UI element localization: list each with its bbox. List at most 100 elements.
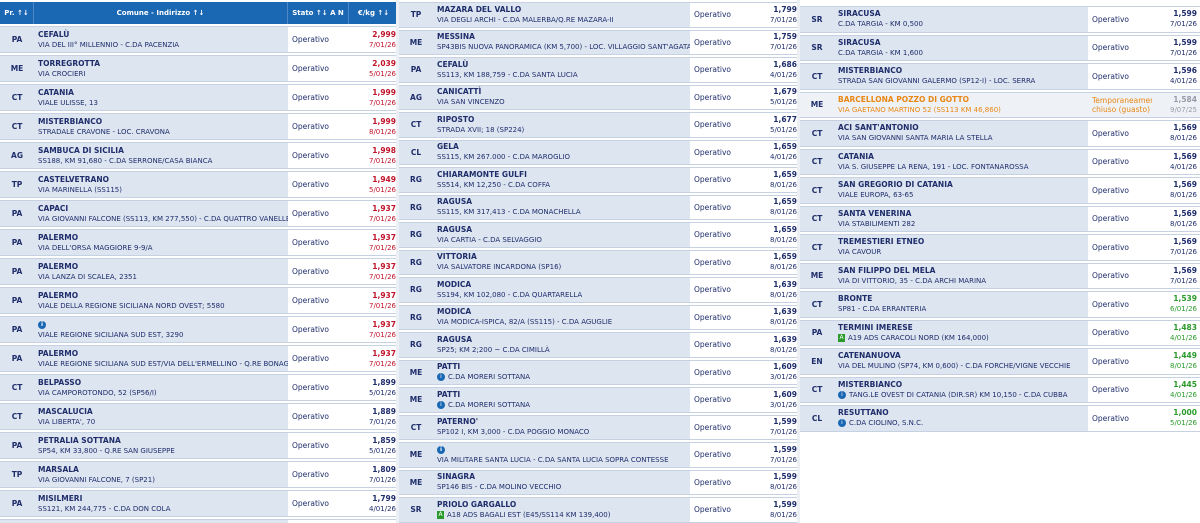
comune-name[interactable]: SINAGRA <box>437 472 476 482</box>
table-row[interactable]: CT TREMESTIERI ETNEO VIA CAVOUR Operativo 1,… <box>800 234 1200 261</box>
table-row[interactable]: RG RAGUSA SS115, KM 317,413 - C.DA MONACHE… <box>399 194 800 220</box>
comune-name[interactable]: PALERMO <box>38 261 79 271</box>
comune-name[interactable]: PATTI <box>437 389 461 399</box>
comune-name[interactable]: PALERMO <box>38 232 79 242</box>
table-row[interactable]: CT BRONTE SP81 - C.DA ERRANTERIA Operativo 1… <box>800 291 1200 318</box>
comune-name[interactable]: RAGUSA <box>437 224 473 234</box>
comune-cell[interactable]: RAGUSA SS115, KM 317,413 - C.DA MONACHELL… <box>433 194 690 220</box>
comune-name[interactable]: PATERNO' <box>437 417 478 427</box>
table-row[interactable]: RG VITTORIA VIA SALVATORE INCARDONA (SP16)… <box>399 249 800 275</box>
table-row[interactable]: CT MISTERBIANCO STRADA SAN GIOVANNI GALERM… <box>800 63 1200 90</box>
comune-name[interactable]: SAMBUCA DI SICILIA <box>38 145 124 155</box>
comune-cell[interactable]: BRONTE SP81 - C.DA ERRANTERIA <box>834 291 1088 318</box>
table-row[interactable]: CL GELA SS115, KM 267.000 - C.DA MAROGLIO O… <box>399 139 800 165</box>
comune-cell[interactable]: MISTERBIANCO i TANG.LE OVEST DI CATANIA (D… <box>834 376 1088 403</box>
comune-cell[interactable]: PATERNO' SP102 I, KM 3,000 - C.DA POGGIO … <box>433 414 690 440</box>
comune-cell[interactable]: GELA SS115, KM 267.000 - C.DA MAROGLIO <box>433 139 690 165</box>
table-row[interactable]: CT PATERNO' SP102 I, KM 3,000 - C.DA POGGI… <box>399 414 800 440</box>
comune-name[interactable]: SAN GREGORIO DI CATANIA <box>838 180 953 190</box>
comune-cell[interactable]: SIRACUSA C.DA TARGIA - KM 0,500 <box>834 6 1088 33</box>
comune-name[interactable]: RESUTTANO <box>838 408 889 418</box>
comune-name[interactable]: RAGUSA <box>437 334 473 344</box>
comune-cell[interactable]: MODICA VIA MODICA-ISPICA, 82/A (SS115) - … <box>433 304 690 330</box>
comune-name[interactable]: MISTERBIANCO <box>838 66 903 76</box>
comune-cell[interactable]: PATTI i C.DA MORERI SOTTANA <box>433 387 690 413</box>
table-row[interactable]: ME i VIA MILITARE SANTA LUCIA - C.DA SANTA… <box>399 442 800 468</box>
sort-comune-header[interactable]: Comune - Indirizzo ↑↓ <box>34 2 288 24</box>
table-row[interactable]: PA PETRALIA SOTTANA SP54, KM 33,800 - Q.RE… <box>0 432 399 459</box>
comune-cell[interactable]: TORREGROTTA VIA CROCIERI <box>34 55 288 82</box>
comune-cell[interactable]: MAZARA DEL VALLO VIA DEGLI ARCHI - C.DA M… <box>433 2 690 28</box>
table-row[interactable]: PA PALERMO VIALE DELLA REGIONE SICILIANA N… <box>0 287 399 314</box>
comune-cell[interactable]: CEFALÙ VIA DEL III° MILLENNIO - C.DA PACE… <box>34 26 288 53</box>
table-row[interactable]: ME SINAGRA SP146 BIS - C.DA MOLINO VECCHIO… <box>399 469 800 495</box>
table-row[interactable]: ME PATTI i C.DA MORERI SOTTANA Operativo 1,60… <box>399 359 800 385</box>
comune-name[interactable]: MISILMERI <box>38 493 83 503</box>
comune-name[interactable]: CATENANUOVA <box>838 351 901 361</box>
comune-cell[interactable]: MISTERBIANCO STRADALE CRAVONE - LOC. CRAV… <box>34 113 288 140</box>
comune-name[interactable]: i <box>38 320 288 330</box>
comune-name[interactable]: CATANIA <box>38 87 74 97</box>
comune-cell[interactable]: CEFALÙ SS113, KM 188,759 - C.DA SANTA LUC… <box>433 57 690 83</box>
comune-name[interactable]: BELPASSO <box>38 377 82 387</box>
sort-pr-header[interactable]: Pr. ↑↓ <box>0 2 34 24</box>
comune-cell[interactable]: RAGUSA VIA CARTIA - C.DA SELVAGGIO <box>433 222 690 248</box>
comune-name[interactable]: CHIARAMONTE GULFI <box>437 169 527 179</box>
comune-cell[interactable]: PALERMO VIA DELL'ORSA MAGGIORE 9-9/A <box>34 229 288 256</box>
comune-cell[interactable]: RAGUSA SP25; KM 2;200 ~ C.DA CIMILLÀ <box>433 332 690 358</box>
table-row[interactable]: CT CATANIA VIALE ULISSE, 13 Operativo 1,999 7… <box>0 84 399 111</box>
table-row[interactable]: SR SIRACUSA C.DA TARGIA - KM 0,500 Operativ… <box>800 6 1200 33</box>
table-row[interactable]: SR SIRACUSA C.DA TARGIA - KM 1,600 Operativ… <box>800 34 1200 61</box>
comune-cell[interactable]: CASTELVETRANO VIA MARINELLA (SS115) <box>34 171 288 198</box>
table-row[interactable]: PA CAPACI VIA GIOVANNI FALCONE (SS113, KM … <box>0 200 399 227</box>
comune-name[interactable]: TORREGROTTA <box>38 58 101 68</box>
table-row[interactable]: CT MASCALUCIA VIA LIBERTA', 70 Operativo 1,8… <box>0 403 399 430</box>
table-row[interactable]: CT ACI SANT'ANTONIO VIA SAN GIOVANNI SANTA… <box>800 120 1200 147</box>
comune-cell[interactable]: SINAGRA SP146 BIS - C.DA MOLINO VECCHIO <box>433 469 690 495</box>
table-row[interactable]: RG CHIARAMONTE GULFI SS514, KM 12,250 - C.… <box>399 167 800 193</box>
table-row[interactable]: CT SAN GREGORIO DI CATANIA VIALE EUROPA, 6… <box>800 177 1200 204</box>
comune-cell[interactable]: i VIALE REGIONE SICILIANA SUD EST, 3290 <box>34 316 288 343</box>
comune-cell[interactable]: PALERMO VIALE DELLA REGIONE SICILIANA NOR… <box>34 287 288 314</box>
sort-stato-header[interactable]: Stato ↑↓ A N <box>288 2 349 24</box>
table-row[interactable]: EN CATENANUOVA VIA DEL MULINO (SP74, KM 0,… <box>800 348 1200 375</box>
comune-name[interactable]: i <box>437 445 690 455</box>
comune-name[interactable]: SANTA VENERINA <box>838 208 912 218</box>
table-row[interactable]: CT BELPASSO VIA CAMPOROTONDO, 52 (SP56/I) O… <box>0 374 399 401</box>
comune-name[interactable]: RIPOSTO <box>437 114 475 124</box>
comune-name[interactable]: MAZARA DEL VALLO <box>437 4 522 14</box>
comune-name[interactable]: SAN FILIPPO DEL MELA <box>838 265 936 275</box>
table-row[interactable]: CL RESUTTANO i C.DA CIOLINO, S.N.C. Operativ… <box>800 405 1200 432</box>
comune-cell[interactable]: PETRALIA SOTTANA SP54, KM 33,800 - Q.RE S… <box>34 432 288 459</box>
table-row[interactable]: RG MODICA VIA MODICA-ISPICA, 82/A (SS115) … <box>399 304 800 330</box>
comune-cell[interactable]: TERMINI IMERESEVIA SENATORE CIRESI <box>34 519 288 523</box>
comune-cell[interactable]: CANICATTÌ VIA SAN VINCENZO <box>433 84 690 110</box>
comune-cell[interactable]: CHIARAMONTE GULFI SS514, KM 12,250 - C.DA… <box>433 167 690 193</box>
table-row[interactable]: PA CEFALÙ VIA DEL III° MILLENNIO - C.DA PA… <box>0 26 399 53</box>
comune-name[interactable]: VITTORIA <box>437 252 477 262</box>
comune-cell[interactable]: SIRACUSA C.DA TARGIA - KM 1,600 <box>834 34 1088 61</box>
comune-name[interactable]: TERMINI IMERESE <box>838 322 913 332</box>
comune-name[interactable]: ACI SANT'ANTONIO <box>838 123 919 133</box>
table-row[interactable]: PA PALERMO VIA DELL'ORSA MAGGIORE 9-9/A Ope… <box>0 229 399 256</box>
comune-name[interactable]: CEFALÙ <box>437 59 469 69</box>
comune-cell[interactable]: ACI SANT'ANTONIO VIA SAN GIOVANNI SANTA M… <box>834 120 1088 147</box>
comune-cell[interactable]: BELPASSO VIA CAMPOROTONDO, 52 (SP56/I) <box>34 374 288 401</box>
comune-name[interactable]: MODICA <box>437 307 472 317</box>
table-row[interactable]: CT MISTERBIANCO STRADALE CRAVONE - LOC. CR… <box>0 113 399 140</box>
comune-name[interactable]: MISTERBIANCO <box>838 379 903 389</box>
table-row[interactable]: TP MAZARA DEL VALLO VIA DEGLI ARCHI - C.DA… <box>399 2 800 28</box>
comune-name[interactable]: TREMESTIERI ETNEO <box>838 237 925 247</box>
table-row[interactable]: PA MISILMERI SS121, KM 244,775 - C.DA DON … <box>0 490 399 517</box>
comune-cell[interactable]: MASCALUCIA VIA LIBERTA', 70 <box>34 403 288 430</box>
table-row[interactable]: ME PATTI i C.DA MORERI SOTTANA Operativo 1,60… <box>399 387 800 413</box>
comune-name[interactable]: MARSALA <box>38 464 79 474</box>
comune-cell[interactable]: MISILMERI SS121, KM 244,775 - C.DA DON CO… <box>34 490 288 517</box>
comune-cell[interactable]: PALERMO VIALE REGIONE SICILIANA SUD EST/V… <box>34 345 288 372</box>
table-row[interactable]: AG CANICATTÌ VIA SAN VINCENZO Operativo 1,67… <box>399 84 800 110</box>
comune-name[interactable]: MESSINA <box>437 32 475 42</box>
comune-cell[interactable]: i VIA MILITARE SANTA LUCIA - C.DA SANTA L… <box>433 442 690 468</box>
comune-name[interactable]: CANICATTÌ <box>437 87 482 97</box>
table-row[interactable]: TP CASTELVETRANO VIA MARINELLA (SS115) Oper… <box>0 171 399 198</box>
